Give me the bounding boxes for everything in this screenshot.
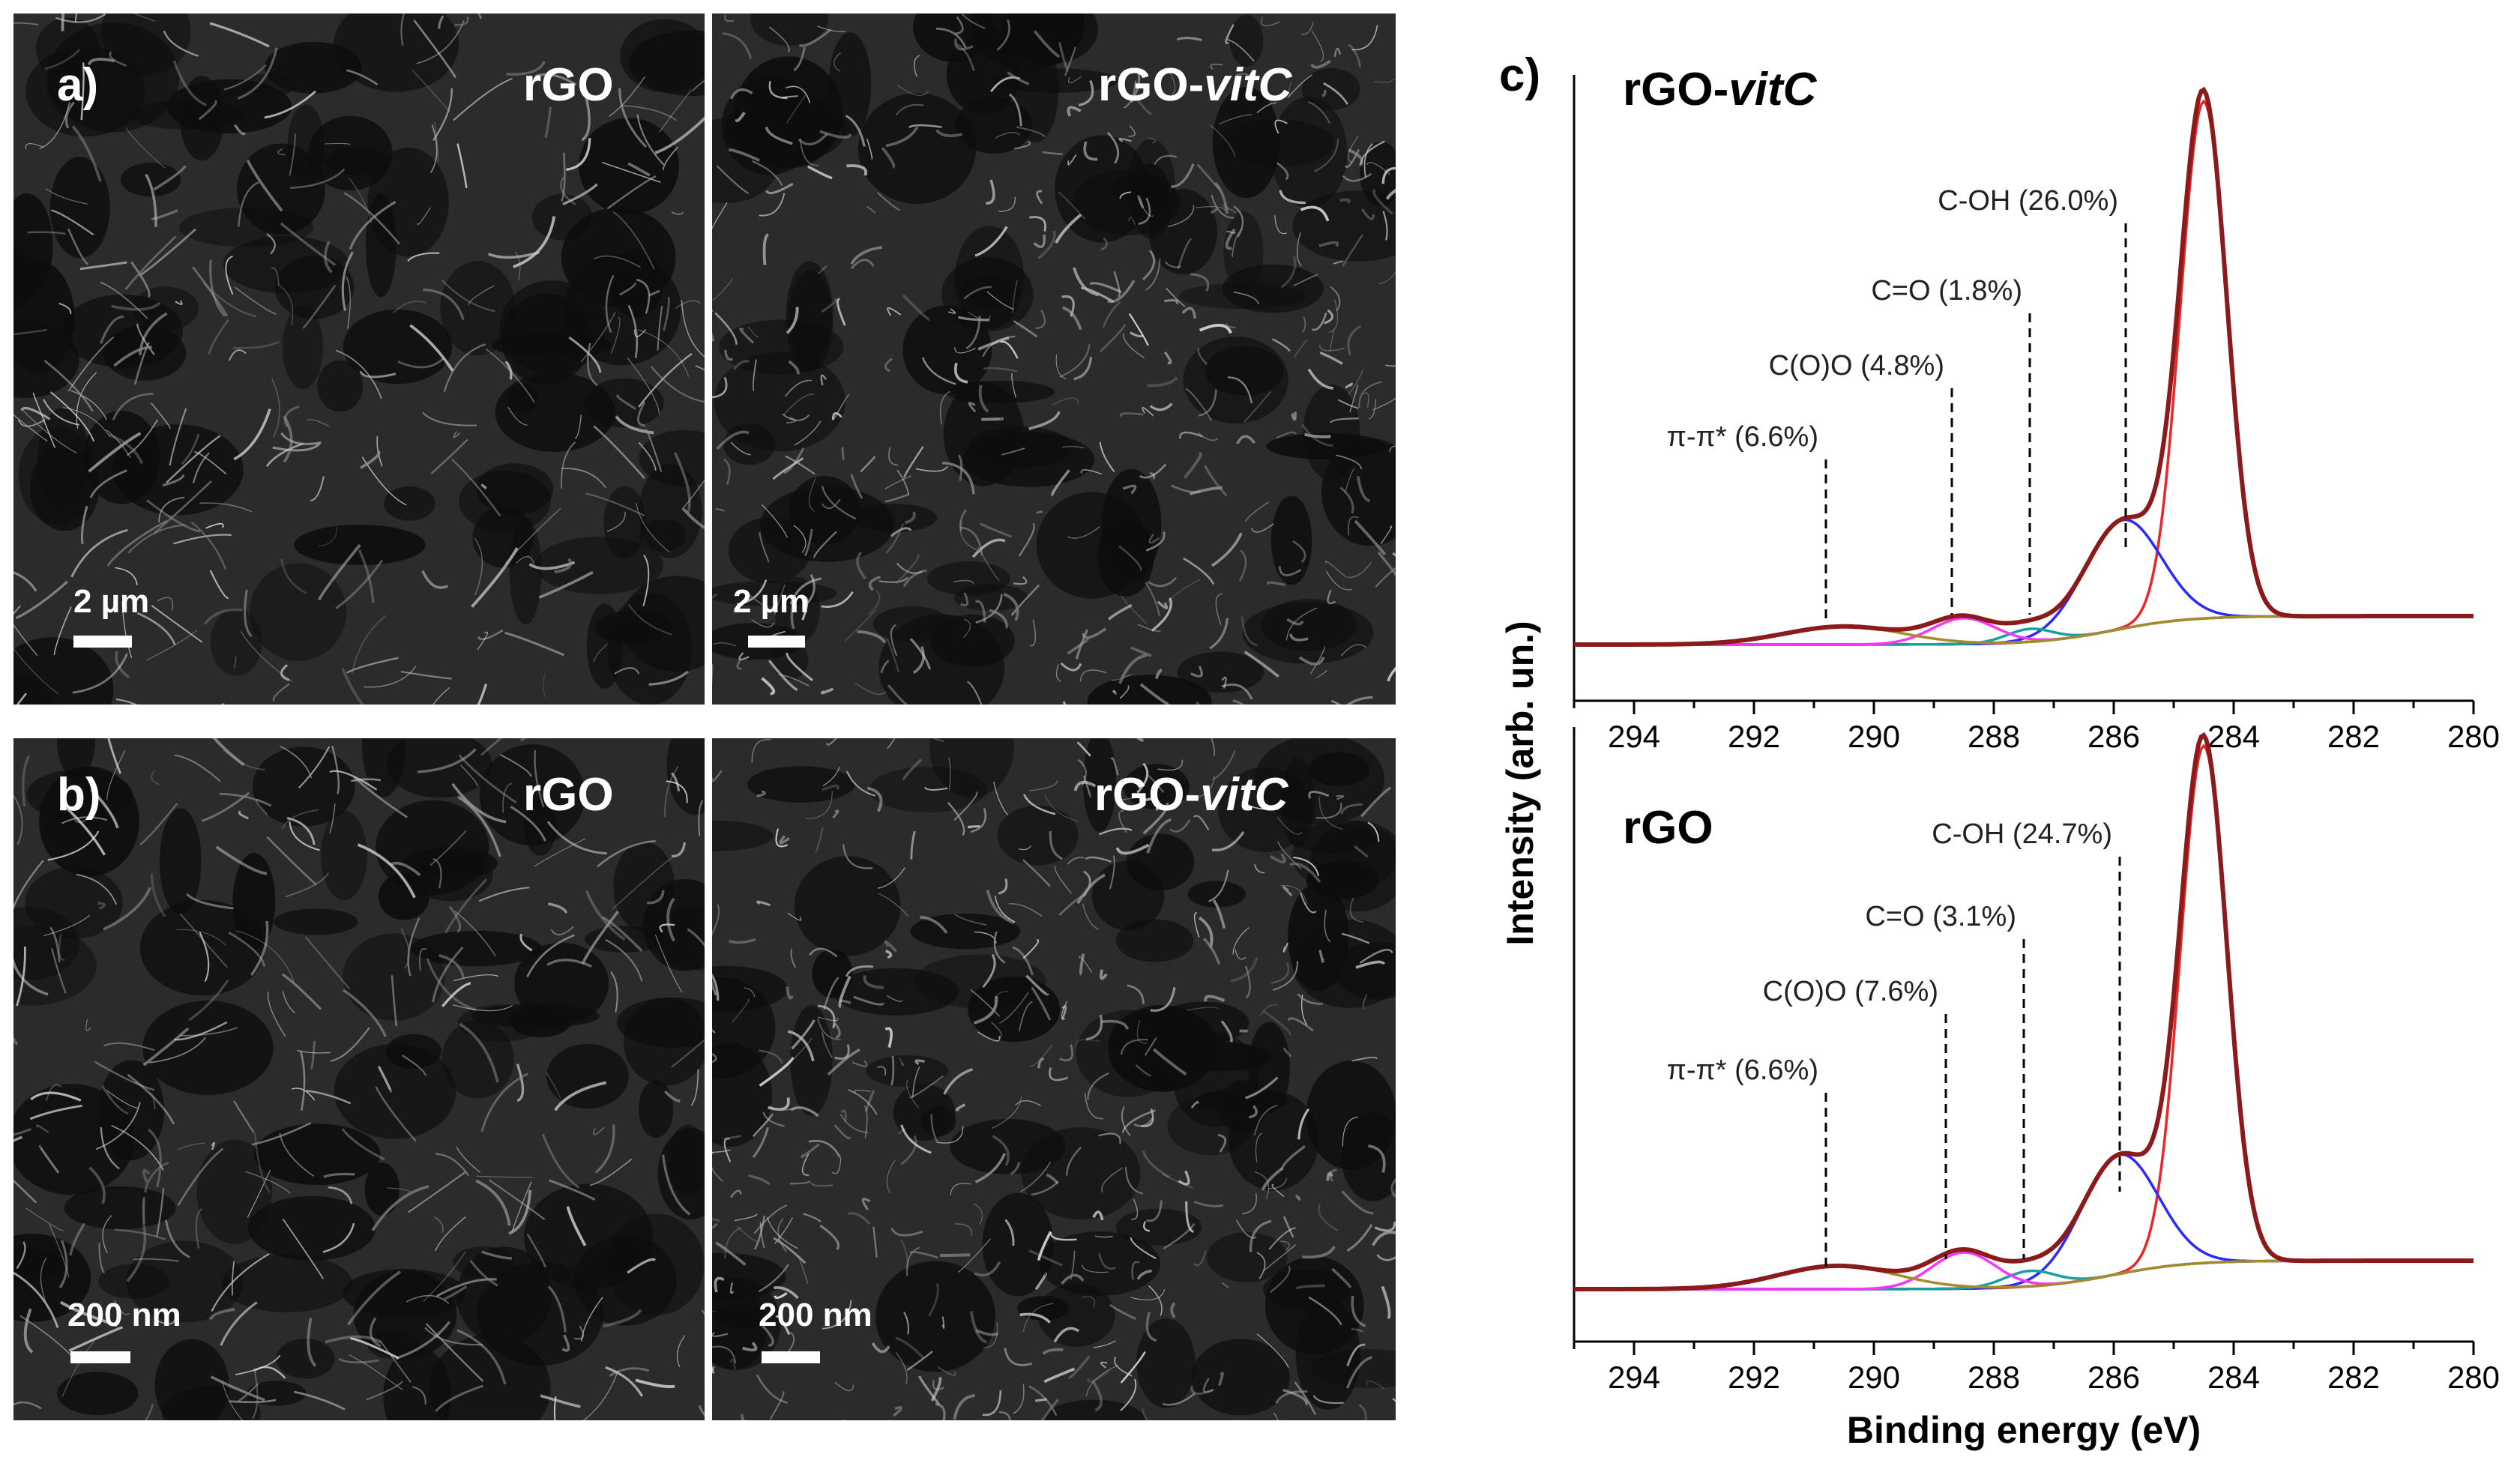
envelope-curve: [1574, 732, 2474, 1291]
xps-chart: rGO-vitC 294 292 290 288 286 284 282 280 C-OH (26…: [1499, 64, 2500, 1451]
scale-bar-a-right: [748, 636, 805, 648]
sem-texture: [712, 738, 1396, 1420]
xps-subplot-rgo: rGO 294 292 290 288 286 284 282 280 C-OH (24.7%) C…: [1573, 727, 2500, 1395]
y-axis-label: Intensity (arb. un.): [1499, 621, 1541, 945]
peak-label: C=O (3.1%): [1865, 901, 2016, 932]
sem-texture: [712, 13, 1396, 705]
peak-label: π-π* (6.6%): [1667, 1055, 1818, 1086]
sample-label-b-left: rGO: [523, 769, 614, 821]
x-tick-label: 288: [1968, 1360, 2020, 1395]
scale-label-b-right: 200 nm: [759, 1297, 872, 1333]
x-tick-label: 284: [2207, 1360, 2260, 1395]
scale-bar-b-right: [762, 1351, 820, 1363]
x-tick-label: 290: [1848, 1360, 1900, 1395]
x-tick-label: 286: [2088, 719, 2140, 754]
x-tick-label: 290: [1848, 719, 1900, 754]
sample-label-a-right: rGO-vitC: [1098, 59, 1292, 111]
panel-label-a: a): [57, 59, 99, 111]
x-tick-label: 280: [2447, 1360, 2500, 1395]
sample-label-b-right: rGO-vitC: [1094, 769, 1288, 821]
x-tick-label: 282: [2327, 1360, 2380, 1395]
peak-label: C(O)O (7.6%): [1763, 976, 1938, 1007]
subplot-title: rGO: [1623, 802, 1713, 854]
component-curve-1: [1574, 1153, 2474, 1291]
sem-image-b-rgo-vitc: rGO-vitC 200 nm: [712, 738, 1396, 1420]
peak-label: C-OH (26.0%): [1938, 185, 2118, 217]
panel-label-c: c): [1499, 49, 1541, 101]
scale-label-a-left: 2 µm: [73, 583, 150, 620]
sem-image-b-rgo: b) rGO 200 nm: [13, 738, 705, 1420]
sem-texture: [13, 738, 705, 1420]
x-tick-label: 286: [2088, 1360, 2140, 1395]
peak-label: π-π* (6.6%): [1667, 421, 1818, 453]
scale-bar-b-left: [70, 1351, 130, 1363]
x-axis-label: Binding energy (eV): [1847, 1409, 2201, 1451]
sample-label-a-left: rGO: [523, 59, 614, 111]
sem-texture: [13, 13, 705, 705]
x-tick-label: 282: [2327, 719, 2380, 754]
x-tick-label: 294: [1608, 719, 1660, 754]
xps-subplot-rgo-vitc: rGO-vitC 294 292 290 288 286 284 282 280 C-OH (26…: [1573, 64, 2500, 754]
x-tick-label: 288: [1968, 719, 2020, 754]
xps-chart-panel: c) rGO-vitC 294 292 290 288 286 284 282 280 C-OH …: [1469, 30, 2519, 1477]
peak-label: C=O (1.8%): [1871, 275, 2022, 307]
scale-bar-a-left: [73, 636, 132, 648]
sem-image-a-rgo: a) rGO 2 µm: [13, 13, 705, 705]
component-curve-1: [1574, 518, 2474, 646]
peak-label: C-OH (24.7%): [1932, 818, 2112, 850]
x-tick-label: 294: [1608, 1360, 1660, 1395]
envelope-curve: [1574, 86, 2474, 647]
peak-label: C(O)O (4.8%): [1769, 350, 1944, 381]
scale-label-a-right: 2 µm: [733, 583, 810, 620]
x-tick-label: 280: [2447, 719, 2500, 754]
component-curve-0: [1574, 99, 2474, 646]
scale-label-b-left: 200 nm: [67, 1297, 181, 1333]
sem-image-a-rgo-vitc: rGO-vitC 2 µm: [712, 13, 1396, 705]
subplot-title: rGO-vitC: [1623, 64, 1818, 115]
x-tick-label: 292: [1728, 1360, 1780, 1395]
x-tick-label: 284: [2207, 719, 2260, 754]
panel-label-b: b): [57, 769, 101, 821]
x-tick-label: 292: [1728, 719, 1780, 754]
